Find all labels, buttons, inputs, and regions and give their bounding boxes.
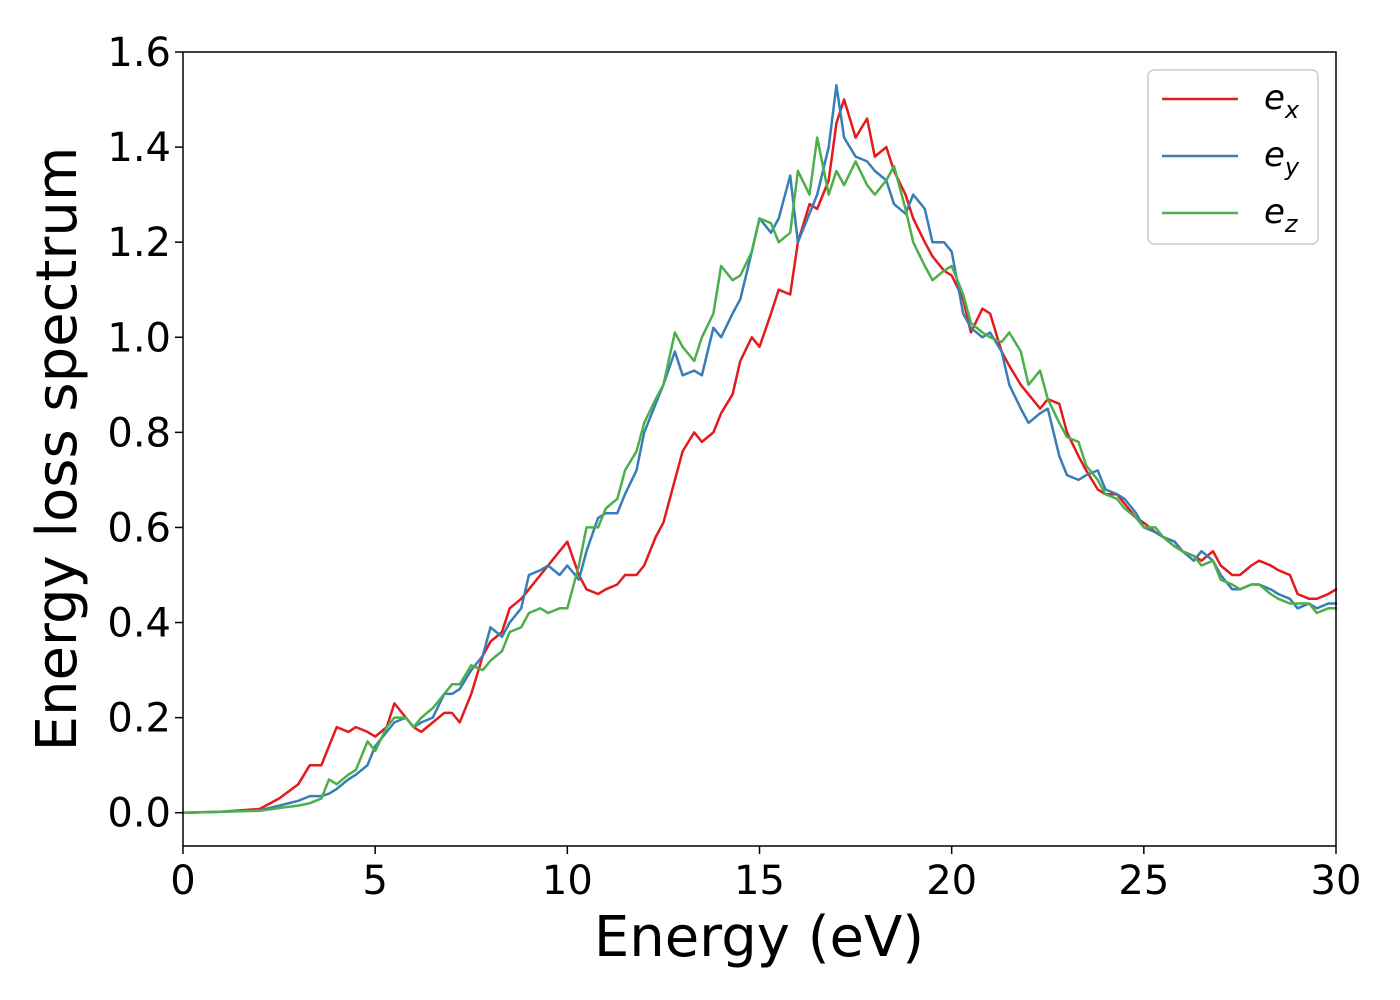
y-tick-label: 0.6: [107, 505, 171, 551]
y-tick-label: 0.4: [107, 601, 171, 647]
x-tick-label: 10: [542, 858, 593, 904]
x-tick-label: 30: [1311, 858, 1362, 904]
legend-label-y: ey: [1264, 135, 1300, 181]
series-line-z: [181, 136, 1338, 814]
y-tick-label: 0.0: [107, 791, 171, 837]
series-lines: [181, 84, 1338, 814]
series-line-y: [181, 84, 1338, 814]
y-tick-label: 1.4: [107, 125, 171, 171]
legend-label-x: ex: [1264, 78, 1300, 124]
x-tick-label: 25: [1118, 858, 1169, 904]
x-tick-label: 5: [362, 858, 387, 904]
x-tick-label: 15: [734, 858, 785, 904]
y-axis-ticks: 0.0 0.2 0.4 0.6 0.8 1.0 1.2 1.4 1.6: [107, 30, 183, 837]
y-tick-label: 0.2: [107, 696, 171, 742]
x-axis-title: Energy (eV): [594, 905, 924, 970]
x-axis-ticks: 0 5 10 15 20 25 30: [170, 846, 1361, 904]
x-tick-label: 0: [170, 858, 195, 904]
legend-label-z: ez: [1264, 192, 1299, 238]
y-axis-title: Energy loss spectrum: [25, 147, 90, 752]
y-tick-label: 1.2: [107, 220, 171, 266]
x-tick-label: 20: [926, 858, 977, 904]
y-tick-label: 1.0: [107, 315, 171, 361]
y-tick-label: 0.8: [107, 410, 171, 456]
legend: ex ey ez: [1147, 69, 1319, 245]
y-tick-label: 1.6: [107, 30, 171, 76]
